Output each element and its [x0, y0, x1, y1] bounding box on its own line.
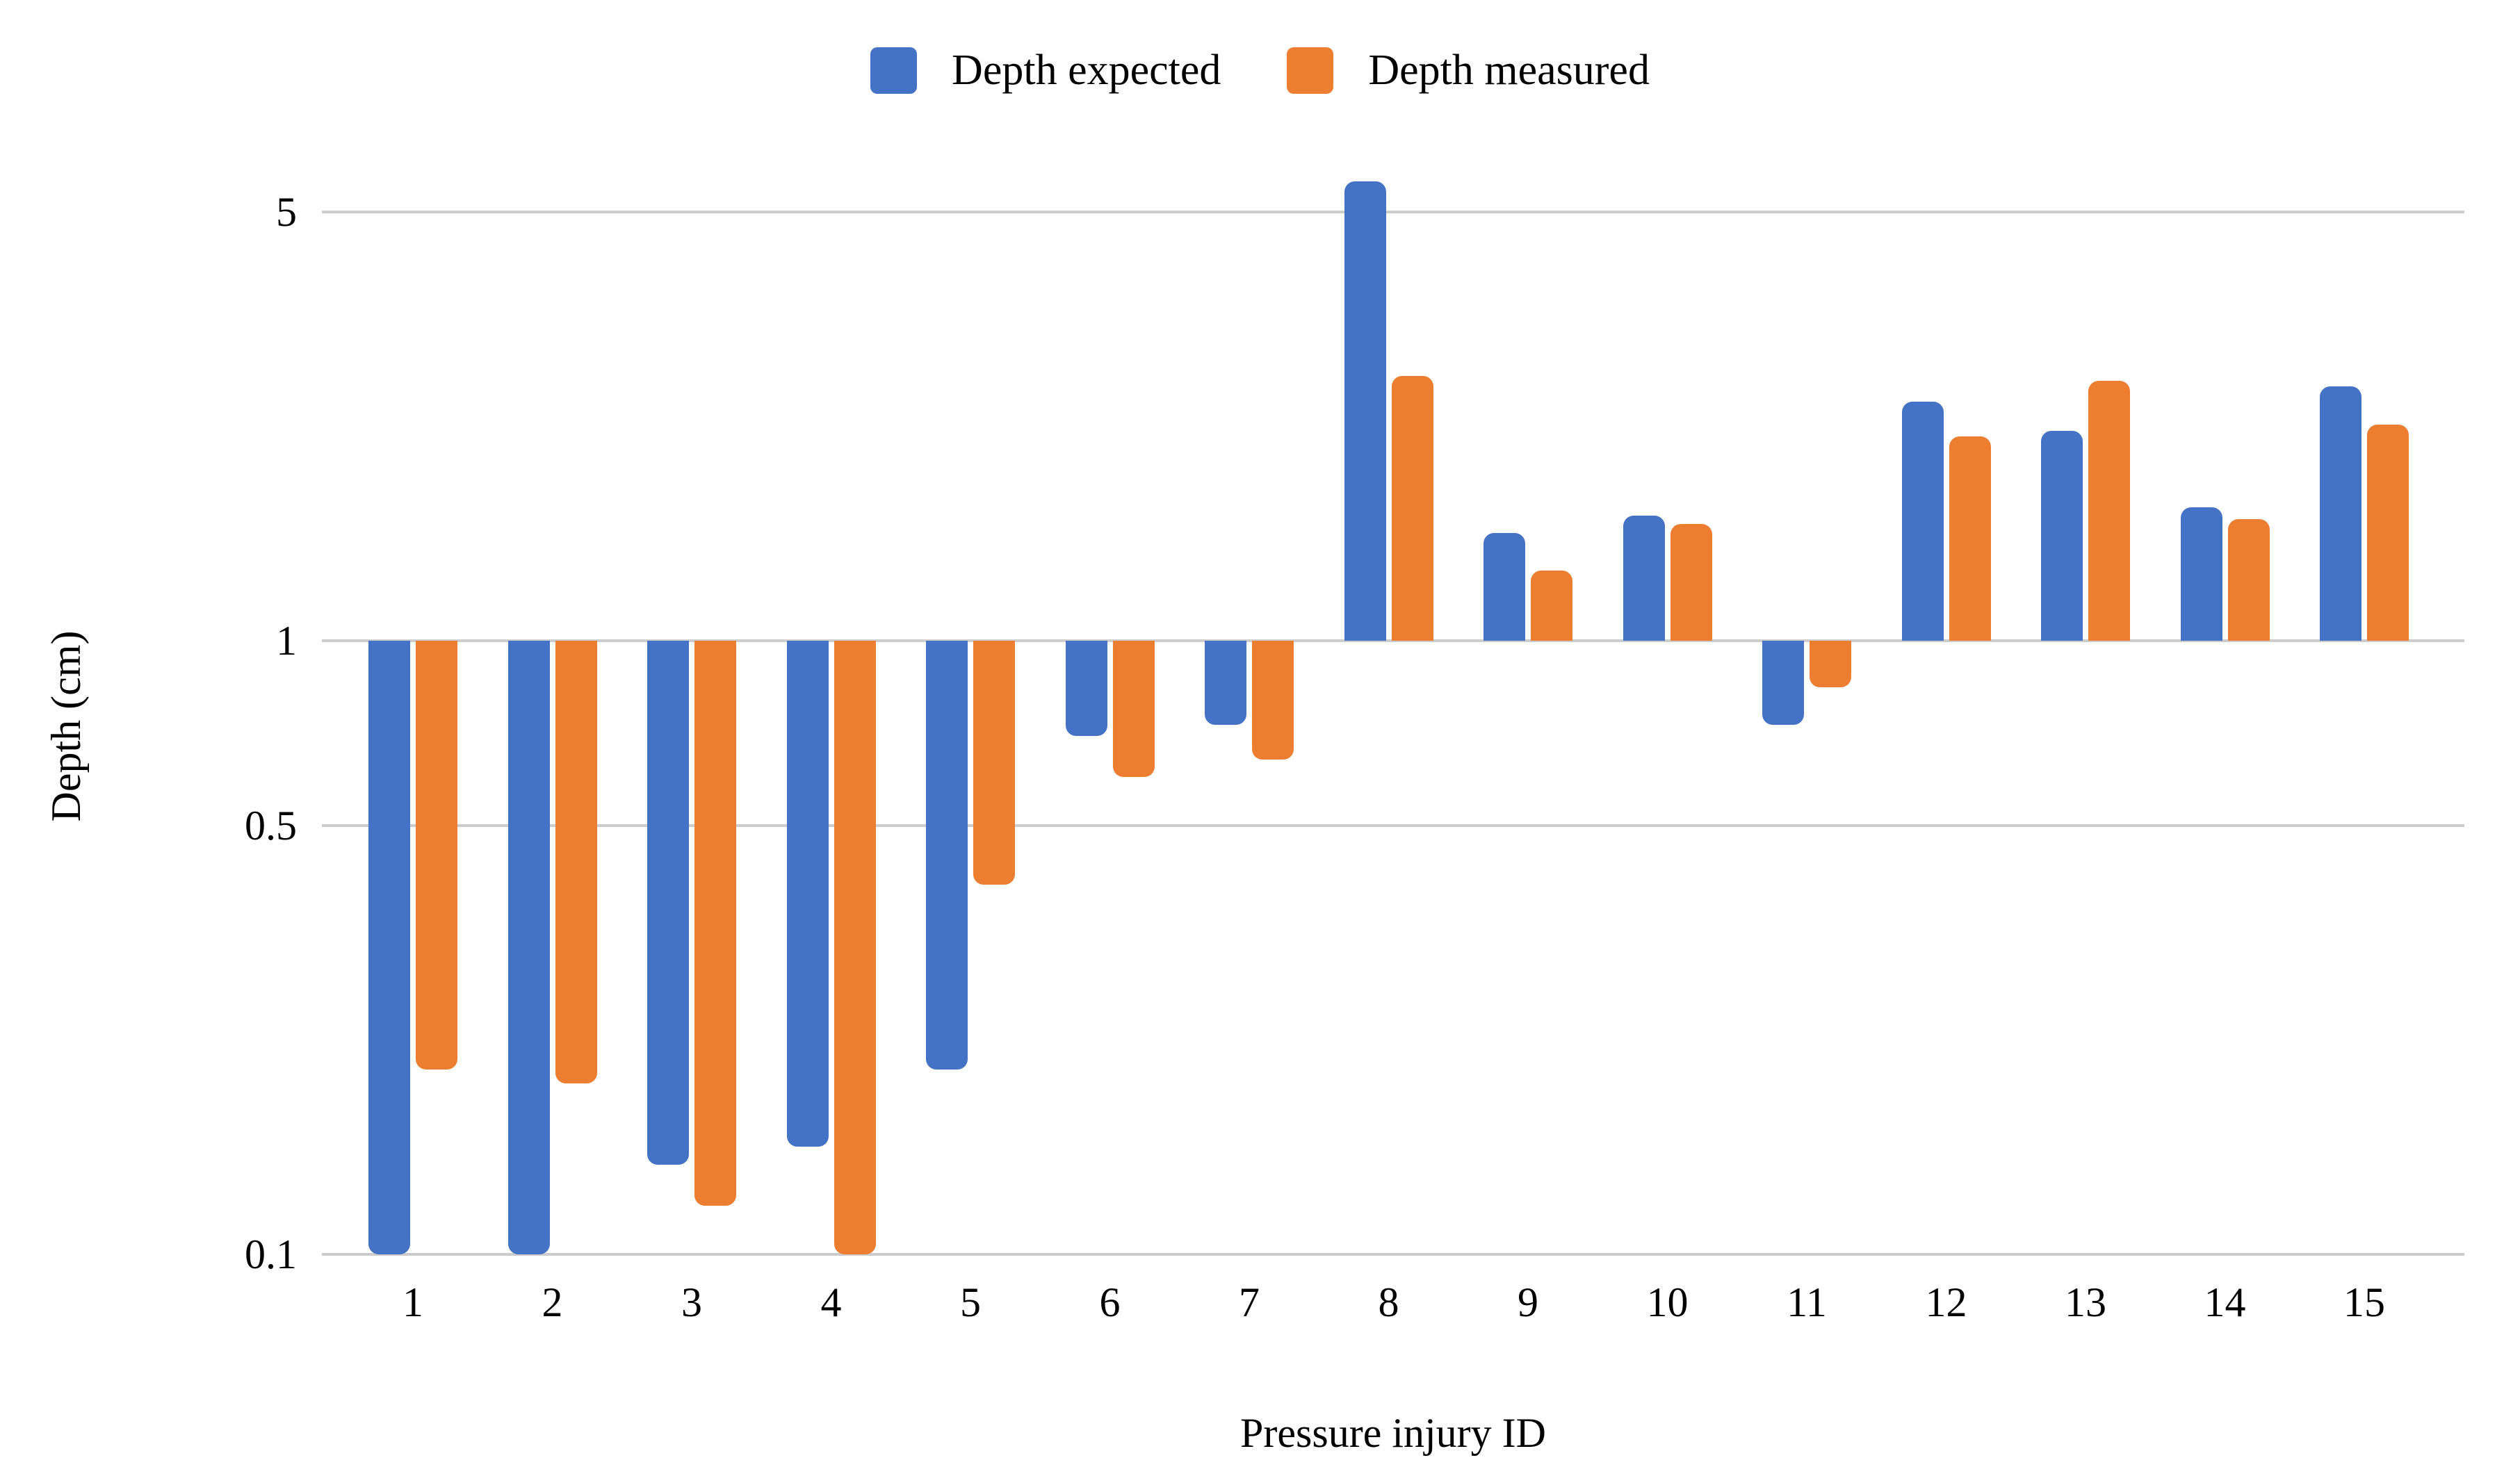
legend-swatch-depth-expected	[870, 47, 918, 94]
bar-depth-measured-5	[973, 641, 1015, 885]
bar-depth-expected-13	[2041, 430, 2083, 641]
legend-swatch-depth-measured	[1287, 47, 1334, 94]
bar-depth-expected-2	[507, 641, 550, 1254]
bar-depth-expected-15	[2320, 386, 2362, 641]
x-tick-label-8: 8	[1378, 1279, 1399, 1325]
bar-depth-measured-12	[1949, 436, 1991, 641]
x-tick-label-3: 3	[681, 1279, 702, 1325]
y-tick-label-0.1: 0.1	[245, 1231, 297, 1277]
bar-depth-measured-13	[2088, 381, 2130, 641]
bar-depth-measured-6	[1112, 641, 1155, 777]
bar-depth-expected-10	[1623, 515, 1665, 641]
x-tick-label-1: 1	[403, 1279, 423, 1325]
x-tick-label-14: 14	[2204, 1279, 2246, 1325]
x-tick-label-2: 2	[542, 1279, 563, 1325]
bar-depth-expected-11	[1762, 641, 1804, 725]
x-tick-label-15: 15	[2343, 1279, 2385, 1325]
x-tick-label-4: 4	[820, 1279, 842, 1325]
x-tick-label-13: 13	[2065, 1279, 2106, 1325]
gridline-1	[322, 639, 2464, 642]
x-tick-label-12: 12	[1925, 1279, 1967, 1325]
bar-depth-measured-10	[1670, 523, 1712, 641]
y-tick-label-0.5: 0.5	[245, 802, 297, 849]
bar-depth-expected-6	[1065, 641, 1107, 736]
legend-item-depth-expected: Depth expected	[870, 47, 1221, 94]
x-tick-label-10: 10	[1646, 1279, 1689, 1325]
bar-depth-expected-7	[1205, 641, 1246, 725]
bar-depth-measured-11	[1810, 641, 1851, 687]
y-axis-title: Depth (cm)	[43, 630, 89, 822]
bar-depth-measured-3	[694, 641, 736, 1206]
x-tick-label-6: 6	[1099, 1279, 1121, 1325]
bar-depth-measured-8	[1391, 376, 1433, 641]
gridline-5	[322, 210, 2464, 213]
bar-depth-measured-1	[416, 641, 457, 1070]
bar-depth-expected-4	[786, 641, 829, 1147]
bar-depth-expected-5	[926, 641, 968, 1070]
legend: Depth expected Depth measured	[0, 47, 2520, 94]
bar-depth-expected-12	[1901, 402, 1944, 641]
legend-label: Depth measured	[1368, 47, 1650, 94]
bar-depth-expected-14	[2180, 507, 2222, 641]
bar-depth-expected-3	[647, 641, 689, 1165]
gridline-0.1	[322, 1253, 2464, 1256]
bar-depth-measured-4	[834, 641, 876, 1254]
bar-depth-expected-1	[368, 641, 410, 1254]
bar-depth-expected-9	[1483, 532, 1525, 641]
bar-depth-expected-8	[1344, 181, 1386, 641]
x-tick-label-7: 7	[1239, 1279, 1260, 1325]
y-tick-label-5: 5	[276, 188, 297, 235]
bar-depth-measured-9	[1531, 571, 1572, 641]
y-tick-label-1: 1	[276, 618, 297, 664]
bar-depth-measured-2	[555, 641, 597, 1083]
legend-label: Depth expected	[952, 47, 1221, 94]
bar-depth-measured-7	[1252, 641, 1294, 760]
x-tick-label-11: 11	[1787, 1279, 1827, 1325]
bar-depth-measured-15	[2367, 425, 2409, 641]
bar-depth-measured-14	[2227, 518, 2270, 641]
legend-item-depth-measured: Depth measured	[1287, 47, 1650, 94]
gridline-0.5	[322, 824, 2464, 827]
x-axis-title: Pressure injury ID	[1240, 1410, 1546, 1456]
x-tick-label-5: 5	[960, 1279, 981, 1325]
x-tick-label-9: 9	[1518, 1279, 1538, 1325]
